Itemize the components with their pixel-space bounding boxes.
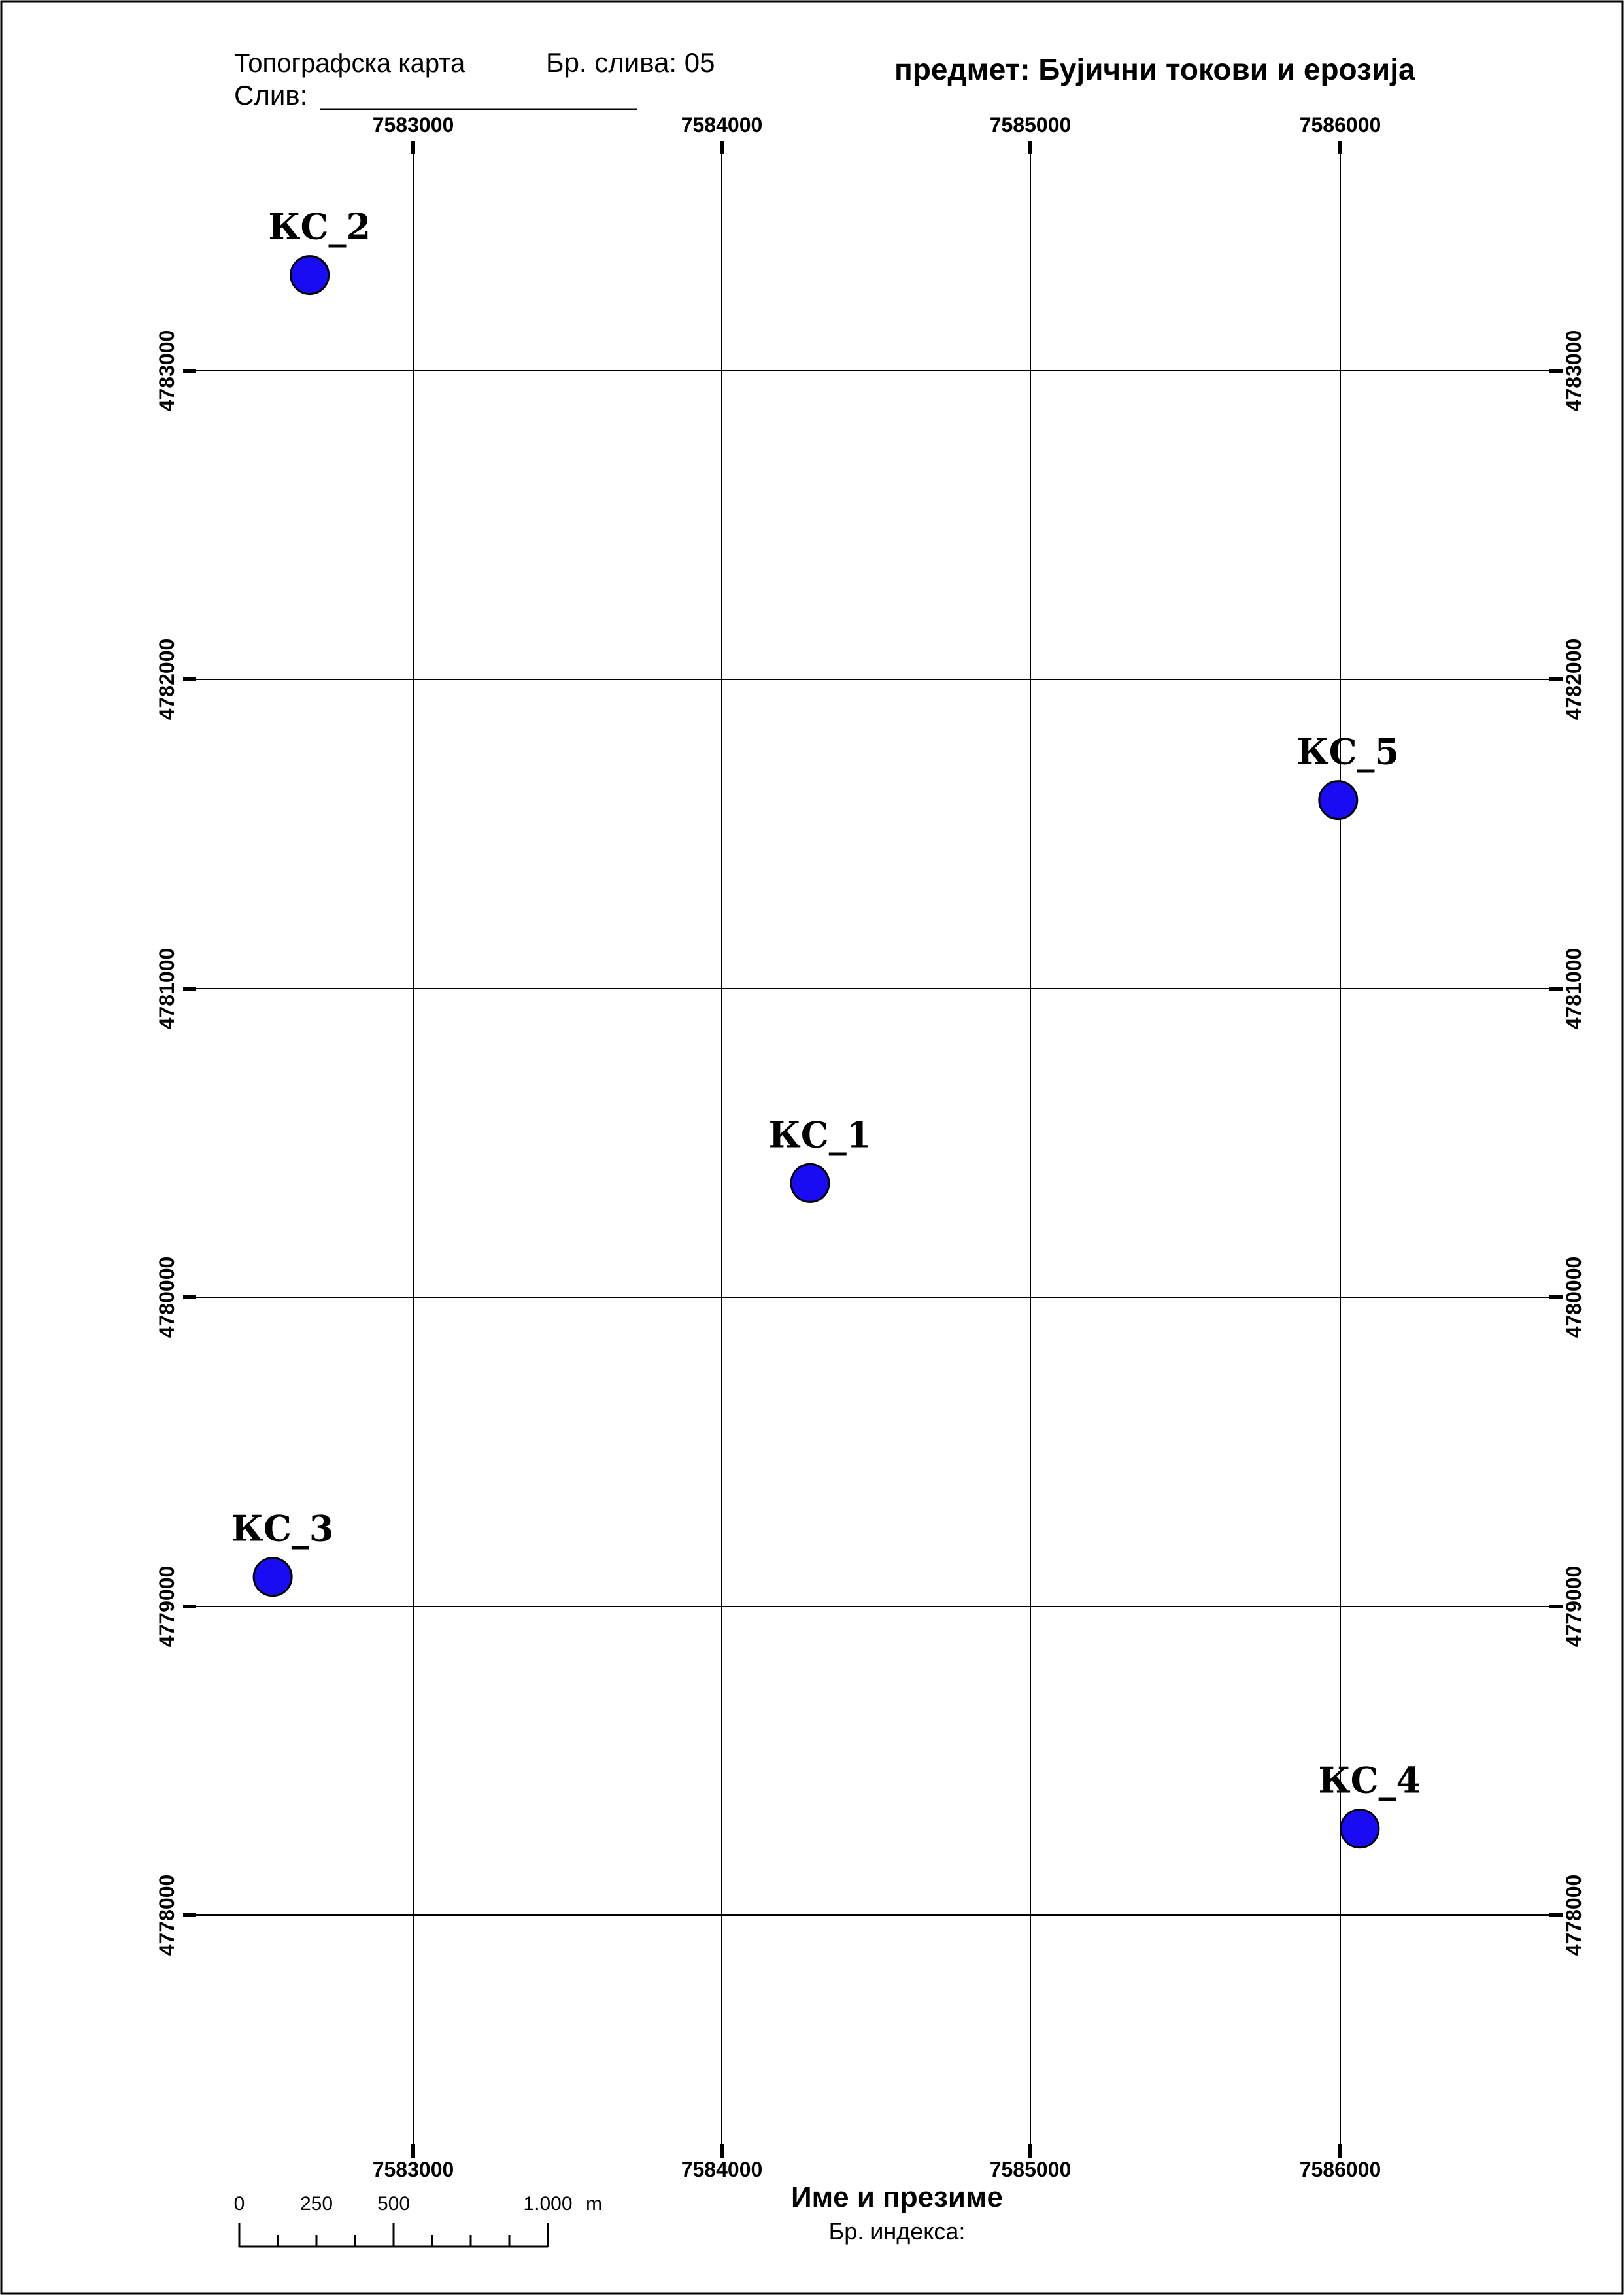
scale-label: 1.000 xyxy=(523,2193,572,2215)
northing-label-left: 4778000 xyxy=(155,1875,178,1956)
northing-label-right: 4780000 xyxy=(1562,1257,1585,1338)
easting-label-top: 7586000 xyxy=(1300,113,1381,137)
northing-label-left: 4782000 xyxy=(155,639,178,721)
station-label-ks-3: КС_3 xyxy=(231,1508,334,1550)
station-marker-ks-1[interactable] xyxy=(790,1163,830,1203)
station-marker-ks-3[interactable] xyxy=(252,1557,293,1597)
northing-label-left: 4781000 xyxy=(155,948,178,1030)
northing-label-right: 4782000 xyxy=(1562,639,1585,721)
northing-label-left: 4779000 xyxy=(155,1566,178,1648)
easting-label-bottom: 7586000 xyxy=(1300,2158,1381,2181)
station-label-ks-1: КС_1 xyxy=(769,1114,871,1155)
map-type-label: Топографска карта xyxy=(234,49,465,78)
subject-title: предмет: Бујични токови и ерозија xyxy=(894,52,1415,86)
station-marker-ks-4[interactable] xyxy=(1340,1809,1380,1849)
northing-label-left: 4783000 xyxy=(155,330,178,412)
station-layer: КС_1 КС_2 КС_3 КС_4 КС_5 xyxy=(231,206,1421,1849)
easting-label-top: 7585000 xyxy=(990,113,1072,137)
student-name-label: Име и презиме xyxy=(791,2181,1003,2213)
station-label-ks-2: КС_2 xyxy=(268,206,371,248)
easting-label-bottom: 7584000 xyxy=(681,2158,763,2181)
northing-label-right: 4778000 xyxy=(1562,1875,1585,1956)
sheet-number-label: Бр. слива: 05 xyxy=(546,47,715,78)
scale-label: 250 xyxy=(300,2193,333,2215)
easting-label-top: 7584000 xyxy=(681,113,763,137)
scale-unit: m xyxy=(586,2193,602,2215)
station-marker-ks-5[interactable] xyxy=(1318,780,1359,821)
scale-label: 500 xyxy=(377,2193,410,2215)
scale-bar: 0 250 500 1.000 m xyxy=(234,2193,602,2248)
scale-label: 0 xyxy=(234,2193,245,2215)
northing-label-left: 4780000 xyxy=(155,1257,178,1338)
northing-label-right: 4779000 xyxy=(1562,1566,1585,1648)
grid-ticks xyxy=(183,141,1563,2158)
basin-label: Слив: xyxy=(234,80,307,110)
northing-label-right: 4783000 xyxy=(1562,330,1585,412)
northing-label-right: 4781000 xyxy=(1562,948,1585,1030)
station-marker-ks-2[interactable] xyxy=(290,255,330,296)
grid-lines xyxy=(183,141,1563,2158)
easting-label-top: 7583000 xyxy=(373,113,454,137)
student-index-label: Бр. индекса: xyxy=(829,2218,966,2245)
station-label-ks-5: КС_5 xyxy=(1296,731,1399,773)
easting-label-bottom: 7583000 xyxy=(373,2158,454,2181)
station-label-ks-4: КС_4 xyxy=(1319,1760,1421,1801)
easting-label-bottom: 7585000 xyxy=(990,2158,1072,2181)
